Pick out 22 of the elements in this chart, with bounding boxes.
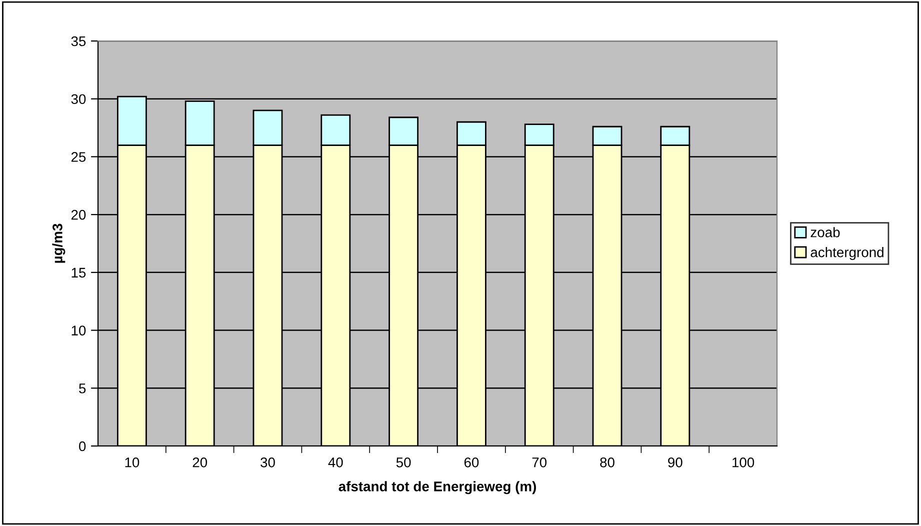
x-tick-label: 20	[192, 457, 208, 468]
y-tick-label: 35	[71, 36, 86, 46]
x-tick-label: 80	[600, 457, 614, 468]
y-tick-label: 30	[71, 94, 86, 104]
x-tick-label: 40	[328, 457, 343, 468]
x-tick-label: 10	[125, 457, 140, 468]
legend-label: zoab	[810, 227, 840, 238]
x-tick-label: 30	[260, 457, 275, 468]
x-tick-label: 90	[668, 457, 682, 468]
y-tick-label: 20	[71, 210, 86, 220]
y-tick-label: 5	[79, 384, 86, 394]
x-tick-label: 100	[732, 457, 754, 468]
y-tick-label: 0	[79, 441, 86, 452]
y-tick-label: 15	[72, 268, 86, 278]
x-tick-label: 60	[464, 457, 479, 468]
legend-label: achtergrond	[810, 247, 884, 260]
x-tick-label: 70	[532, 457, 547, 468]
x-tick-label: 50	[396, 457, 411, 468]
y-tick-label: 25	[71, 152, 86, 162]
y-axis-title: µg/m3	[52, 224, 66, 263]
x-axis-title: afstand tot de Energieweg (m)	[338, 481, 536, 494]
y-tick-label: 10	[72, 326, 86, 336]
